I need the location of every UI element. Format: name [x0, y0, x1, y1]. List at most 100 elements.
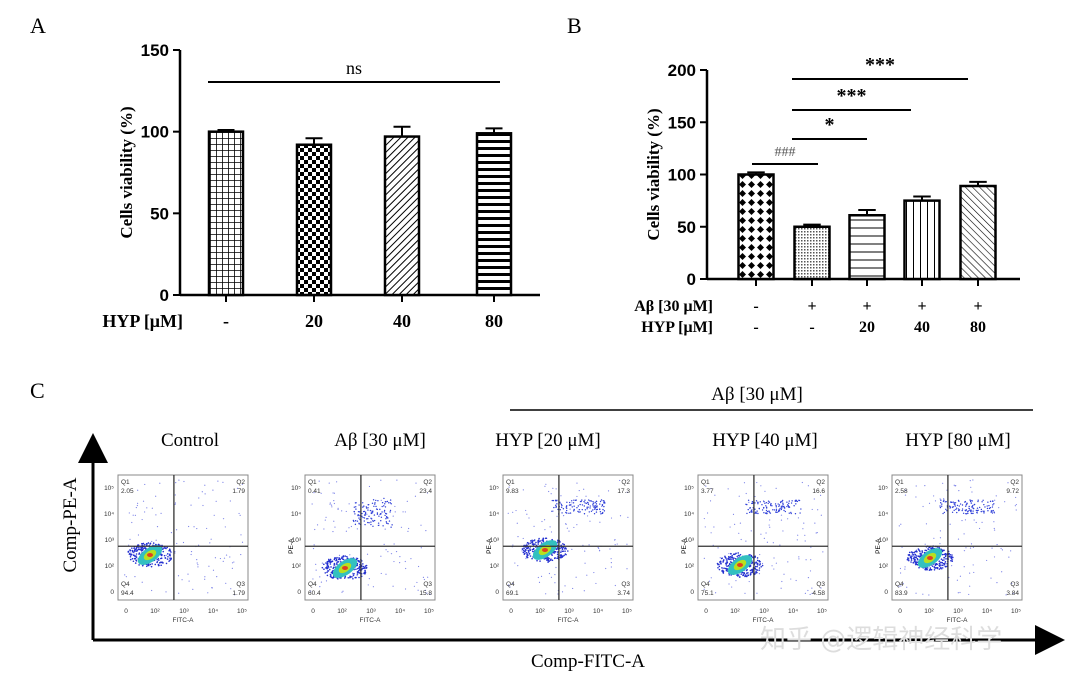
event-dot [614, 584, 616, 587]
event-dot [535, 541, 537, 544]
event-dot [706, 512, 709, 514]
x-tick-label: 10⁵ [237, 608, 247, 615]
event-dot [940, 567, 943, 569]
event-dot [160, 561, 162, 563]
event-dot [527, 551, 530, 553]
event-dot [586, 574, 588, 576]
bar [903, 199, 941, 281]
event-dot [811, 587, 813, 589]
event-dot [127, 550, 130, 553]
y-tick-label: 10³ [490, 537, 500, 544]
event-dot [602, 508, 604, 511]
event-dot [556, 499, 558, 502]
event-dot [375, 505, 377, 508]
event-dot [335, 562, 338, 564]
event-dot [151, 540, 153, 543]
event-dot [144, 543, 146, 546]
x-tick-label: 10³ [366, 608, 376, 615]
event-dot [728, 552, 730, 555]
event-dot [196, 558, 198, 561]
event-dot [345, 530, 347, 532]
event-dot [211, 587, 213, 589]
event-dot [512, 544, 514, 546]
event-dot [420, 524, 422, 526]
event-dot [333, 502, 335, 505]
event-dot [758, 507, 760, 510]
event-dot [926, 567, 929, 569]
event-dot [548, 560, 551, 562]
event-dot [579, 500, 582, 503]
event-dot [756, 563, 759, 566]
x-tick-label: 10² [730, 608, 740, 615]
event-dot [804, 592, 806, 595]
event-dot [150, 565, 153, 568]
event-dot [556, 503, 558, 505]
event-dot [376, 508, 379, 511]
event-dot [598, 547, 600, 549]
event-dot [754, 556, 756, 558]
event-dot [945, 558, 947, 560]
event-dot [765, 509, 768, 512]
event-dot [724, 555, 726, 558]
event-dot [337, 508, 339, 511]
event-dot [1008, 556, 1010, 558]
event-dot [575, 499, 577, 501]
event-dot [592, 503, 594, 505]
event-dot [365, 507, 368, 509]
event-dot [577, 505, 579, 507]
event-dot [967, 510, 970, 512]
event-dot [972, 479, 974, 481]
quadrant-name: Q4 [701, 581, 710, 588]
event-dot [943, 499, 945, 501]
event-dot [729, 556, 732, 558]
quadrant-value: 9.83 [506, 488, 519, 495]
event-dot [352, 574, 355, 577]
significance-label: *** [837, 85, 867, 107]
event-dot [522, 551, 525, 554]
event-dot [358, 504, 360, 506]
event-dot [346, 557, 349, 559]
event-dot [369, 509, 372, 512]
event-dot [990, 577, 992, 579]
event-dot [1014, 505, 1016, 507]
event-dot [616, 543, 618, 545]
event-dot [323, 528, 325, 530]
event-dot [958, 509, 961, 511]
event-dot [364, 572, 366, 575]
event-dot [584, 502, 586, 504]
event-dot [170, 551, 173, 553]
event-dot [747, 574, 749, 576]
event-dot [348, 527, 350, 529]
event-dot [187, 573, 189, 575]
event-dot [987, 510, 989, 512]
x-axis-label: Comp-FITC-A [531, 651, 645, 672]
event-dot [552, 499, 555, 502]
event-dot [569, 508, 571, 510]
x-tick-label: 10³ [179, 608, 189, 615]
event-dot [344, 555, 347, 557]
event-dot [156, 561, 158, 564]
event-dot [538, 537, 540, 540]
event-dot [554, 550, 556, 553]
event-dot [800, 508, 802, 510]
event-dot [717, 566, 719, 569]
event-dot [956, 579, 958, 581]
event-dot [781, 507, 783, 509]
event-dot [333, 492, 335, 494]
event-dot [748, 501, 750, 503]
event-dot [767, 500, 770, 502]
quadrant-name: Q1 [121, 479, 130, 486]
event-dot [183, 480, 185, 483]
event-dot [132, 560, 135, 563]
event-dot [978, 506, 981, 509]
event-dot [222, 518, 225, 520]
flow-plot: HYP [20 μM] Q1 9.83 Q2 17.3 Q3 3.74 Q4 69.1 0 0 10²… [486, 430, 634, 624]
event-dot [738, 495, 740, 497]
event-dot [758, 567, 761, 569]
event-dot [1000, 547, 1002, 550]
plot-frame [304, 474, 436, 601]
event-dot [331, 506, 333, 508]
event-dot [948, 505, 951, 507]
y-tick-label: 0 [690, 589, 694, 596]
event-dot [810, 559, 812, 561]
